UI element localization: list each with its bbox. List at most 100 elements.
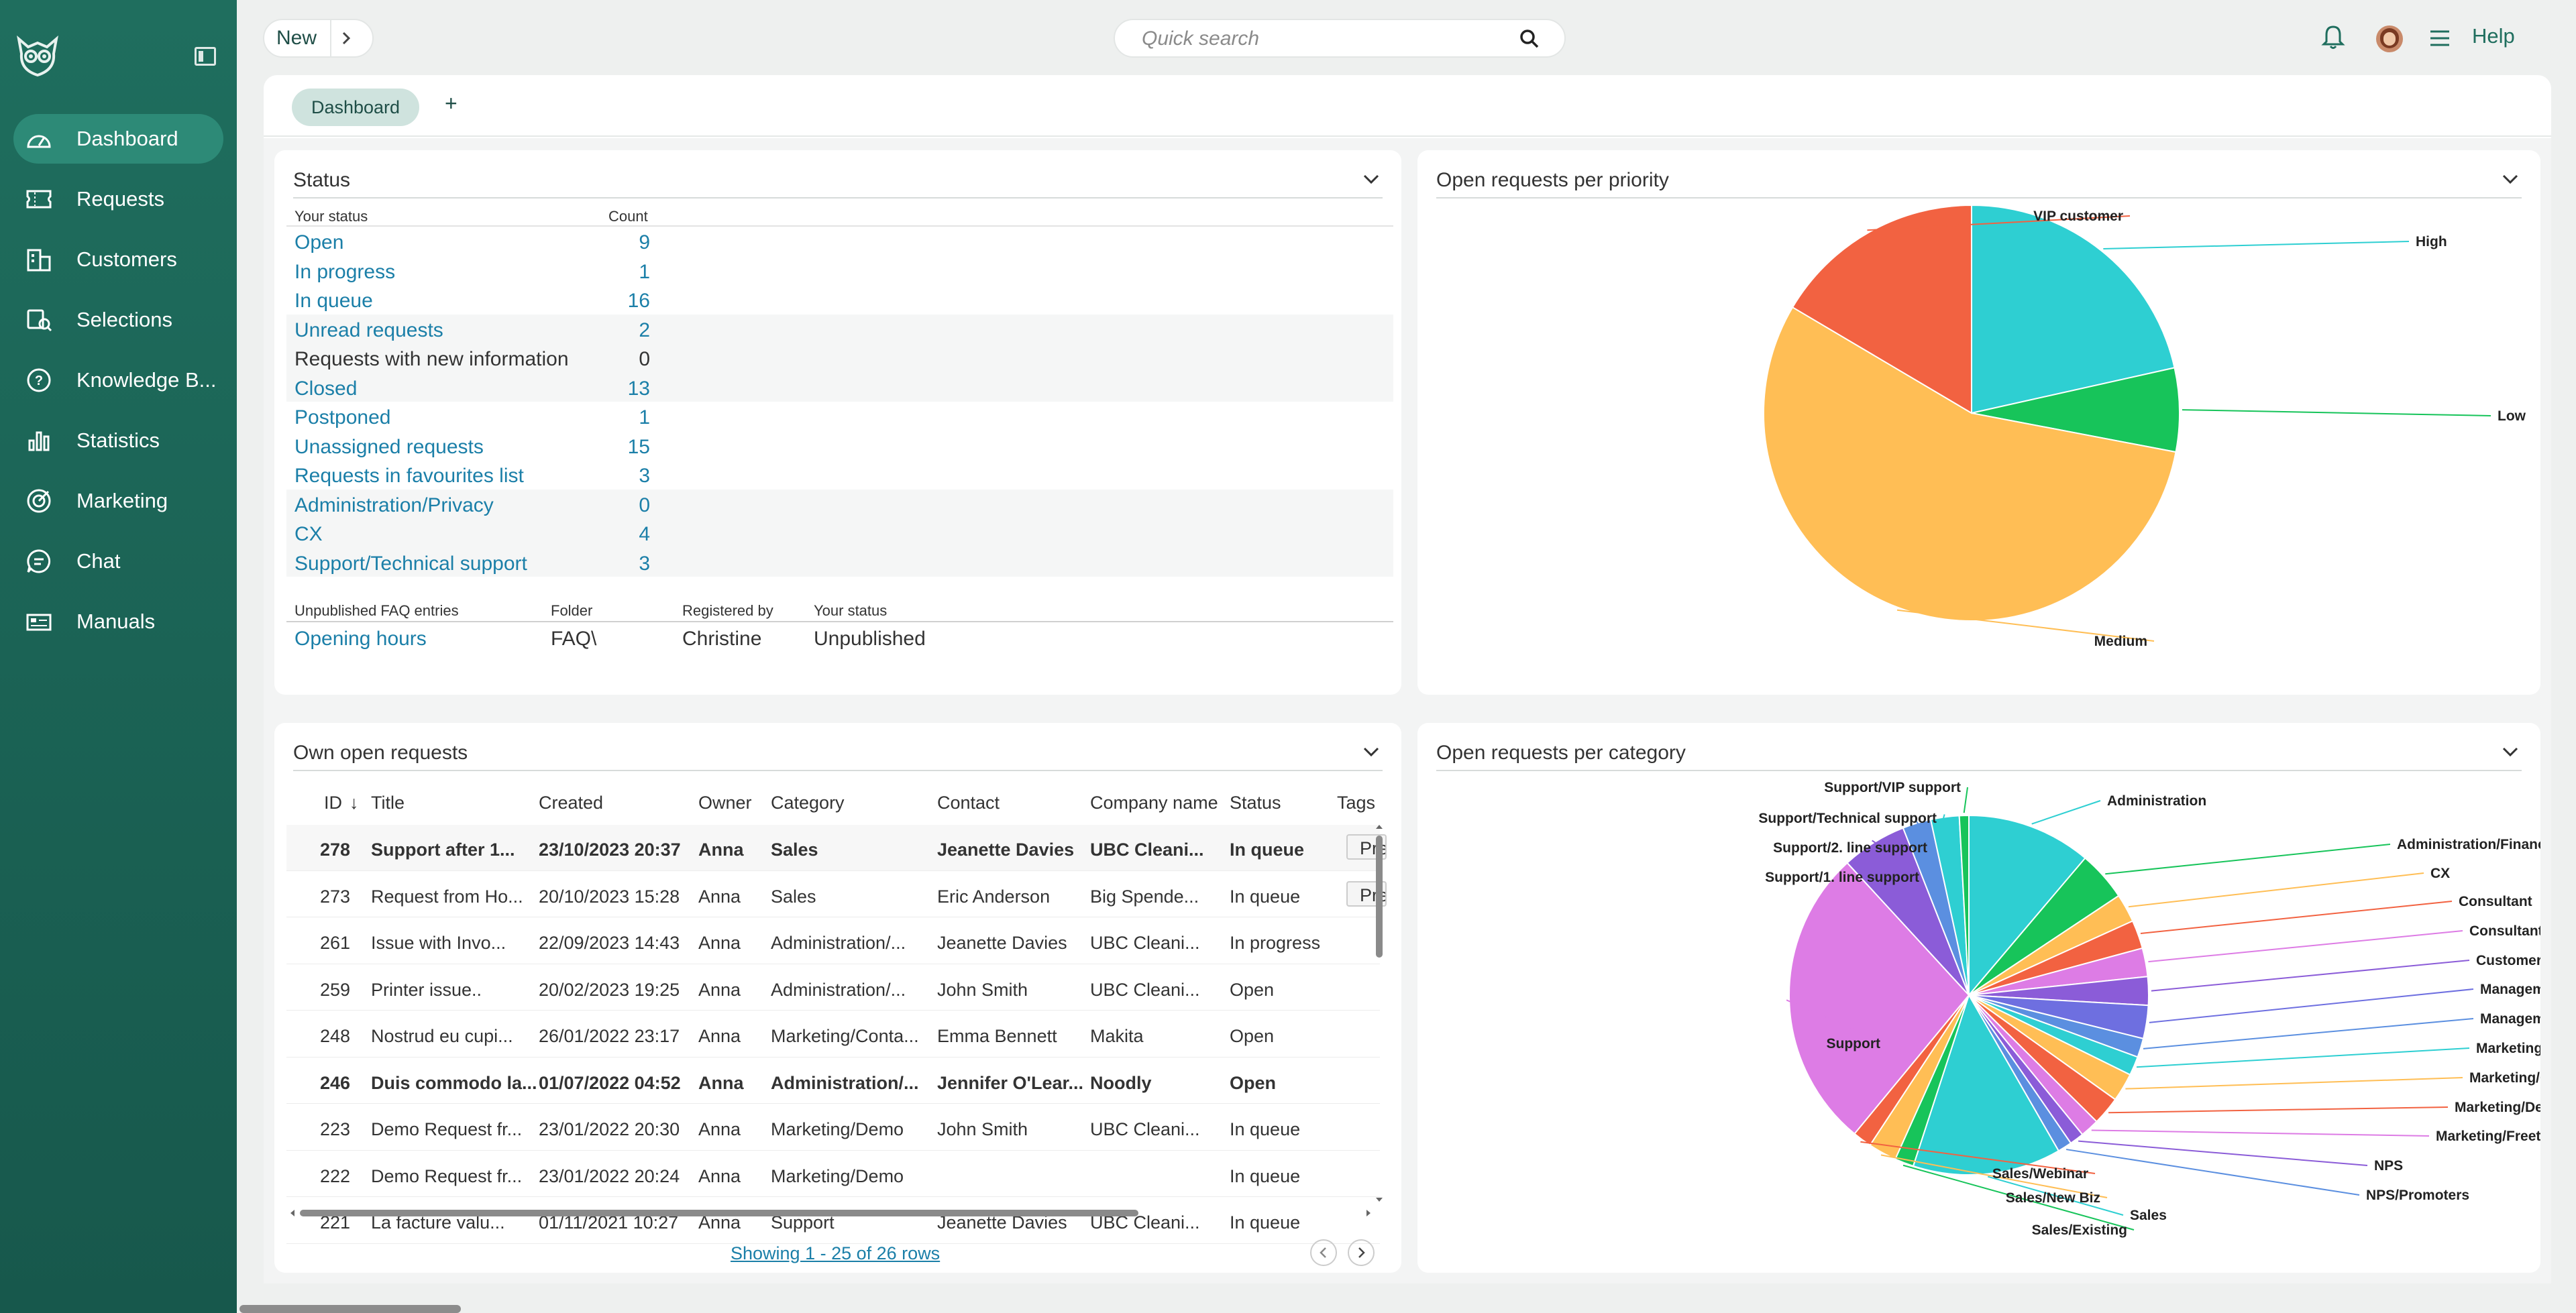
table-row[interactable]: 261 Issue with Invo... 22/09/2023 14:43 Ann…: [286, 918, 1380, 964]
pie-slice-low[interactable]: [1971, 367, 2180, 453]
pie-slice-support[interactable]: [1788, 862, 1970, 1135]
scroll-down-icon[interactable]: [1375, 1195, 1384, 1204]
quick-search[interactable]: [1114, 19, 1566, 58]
status-label[interactable]: Unread requests: [294, 319, 443, 341]
sidebar-item-customers[interactable]: Customers: [13, 235, 223, 284]
new-button[interactable]: New: [263, 19, 374, 58]
status-label[interactable]: In progress: [294, 260, 396, 283]
question-icon: ?: [24, 365, 54, 395]
table-row[interactable]: 221 La facture valu... 01/11/2021 10:27 Ann…: [286, 1198, 1380, 1244]
status-row-administration-privacy[interactable]: Administration/Privacy 0: [286, 489, 1393, 518]
sidebar-item-knowledge-base[interactable]: ? Knowledge B...: [13, 355, 223, 405]
status-count[interactable]: 3: [639, 465, 650, 487]
table-row[interactable]: 278 Support after 1... 23/10/2023 20:37 Ann…: [286, 825, 1387, 871]
status-count[interactable]: 3: [639, 552, 650, 575]
pie-slice-support-vip-support[interactable]: [1958, 814, 1970, 996]
page-horizontal-scrollbar[interactable]: [239, 1305, 461, 1313]
scroll-up-icon[interactable]: [1375, 822, 1384, 832]
pie-slice-administration[interactable]: [1968, 814, 2086, 997]
status-count[interactable]: 0: [639, 494, 650, 516]
status-count[interactable]: 1: [639, 406, 650, 429]
chevron-down-icon[interactable]: [1362, 746, 1380, 758]
sort-desc-icon[interactable]: ↓: [350, 793, 359, 813]
status-row-unread[interactable]: Unread requests 2: [286, 314, 1393, 343]
table-vertical-scrollbar[interactable]: [1375, 822, 1384, 1204]
status-count[interactable]: 1: [639, 260, 650, 283]
sidebar-item-statistics[interactable]: Statistics: [13, 416, 223, 465]
prev-page-button[interactable]: [1310, 1239, 1337, 1266]
col-category[interactable]: Category: [771, 793, 845, 813]
sidebar-item-requests[interactable]: Requests: [13, 174, 223, 224]
status-label[interactable]: Open: [294, 231, 344, 253]
col-status[interactable]: Status: [1230, 793, 1281, 813]
table-horizontal-scrollbar[interactable]: [288, 1208, 1375, 1218]
status-row-cx[interactable]: CX 4: [286, 518, 1393, 548]
status-label[interactable]: Administration/Privacy: [294, 494, 494, 516]
pie-slice-sales[interactable]: [1912, 993, 2060, 1176]
menu-icon[interactable]: [2428, 28, 2451, 48]
bell-icon[interactable]: [2321, 24, 2345, 51]
search-input[interactable]: [1142, 27, 1504, 51]
sidebar-item-selections[interactable]: Selections: [13, 295, 223, 345]
status-label[interactable]: Closed: [294, 377, 358, 400]
pie-slice-medium[interactable]: [1763, 306, 2177, 622]
chevron-down-icon[interactable]: [2502, 746, 2519, 758]
pie-slice-high[interactable]: [1971, 204, 2176, 414]
table-row[interactable]: 259 Printer issue.. 20/02/2023 19:25 Anna Ad…: [286, 965, 1380, 1011]
next-page-button[interactable]: [1348, 1239, 1375, 1266]
col-company-name[interactable]: Company name: [1090, 793, 1218, 813]
status-row-in-queue[interactable]: In queue 16: [286, 285, 1393, 315]
chevron-down-icon[interactable]: [1362, 173, 1380, 185]
table-row[interactable]: 273 Request from Ho... 20/10/2023 15:28 Ann…: [286, 872, 1387, 917]
sidebar-item-chat[interactable]: Chat: [13, 536, 223, 586]
status-label[interactable]: Postponed: [294, 406, 391, 429]
sidebar-item-marketing[interactable]: Marketing: [13, 476, 223, 526]
scroll-left-icon[interactable]: [288, 1208, 297, 1218]
help-link[interactable]: Help: [2472, 24, 2515, 48]
status-row-favourites[interactable]: Requests in favourites list 3: [286, 460, 1393, 490]
table-row[interactable]: 222 Demo Request fr... 23/01/2022 20:24 Ann…: [286, 1151, 1380, 1197]
status-row-technical-support[interactable]: Support/Technical support 3: [286, 547, 1393, 577]
col-title[interactable]: Title: [371, 793, 405, 813]
sidebar-item-manuals[interactable]: Manuals: [13, 597, 223, 646]
table-row[interactable]: 246 Duis commodo la... 01/07/2022 04:52 Ann…: [286, 1058, 1380, 1104]
search-icon[interactable]: [1519, 28, 1540, 50]
col-contact[interactable]: Contact: [937, 793, 1000, 813]
status-label[interactable]: Support/Technical support: [294, 552, 527, 575]
status-row-open[interactable]: Open 9: [286, 227, 1393, 256]
col-created[interactable]: Created: [539, 793, 604, 813]
pagination-info[interactable]: Showing 1 - 25 of 26 rows: [731, 1243, 941, 1263]
col-tags[interactable]: Tags: [1337, 793, 1376, 813]
table-row[interactable]: 248 Nostrud eu cupi... 26/01/2022 23:17 Ann…: [286, 1011, 1380, 1058]
sidebar-item-dashboard[interactable]: Dashboard: [13, 114, 223, 164]
status-label[interactable]: Requests in favourites list: [294, 465, 524, 487]
status-label[interactable]: Unassigned requests: [294, 435, 484, 458]
status-row-postponed[interactable]: Postponed 1: [286, 402, 1393, 431]
avatar[interactable]: [2376, 25, 2403, 52]
scrollbar-thumb[interactable]: [1376, 836, 1383, 958]
status-label[interactable]: CX: [294, 523, 323, 545]
status-count[interactable]: 13: [627, 377, 650, 400]
status-row-closed[interactable]: Closed 13: [286, 372, 1393, 402]
chevron-right-icon[interactable]: [339, 30, 353, 46]
owl-logo-icon[interactable]: [13, 34, 62, 79]
add-tab-button[interactable]: +: [445, 91, 458, 115]
status-count[interactable]: 15: [627, 435, 650, 458]
col-id[interactable]: ID: [324, 793, 342, 813]
status-count[interactable]: 16: [627, 290, 650, 312]
col-owner[interactable]: Owner: [698, 793, 752, 813]
tab-dashboard[interactable]: Dashboard: [292, 89, 419, 126]
status-row-unassigned[interactable]: Unassigned requests 15: [286, 431, 1393, 461]
scroll-right-icon[interactable]: [1364, 1208, 1373, 1218]
status-count[interactable]: 2: [639, 319, 650, 341]
faq-entry-link[interactable]: Opening hours: [294, 628, 427, 650]
status-count[interactable]: 9: [639, 231, 650, 253]
status-label[interactable]: In queue: [294, 290, 373, 312]
status-row-in-progress[interactable]: In progress 1: [286, 256, 1393, 286]
status-count[interactable]: 4: [639, 523, 650, 545]
pie-slice-vip-customer[interactable]: [1791, 204, 1972, 414]
scrollbar-thumb[interactable]: [300, 1210, 1138, 1216]
collapse-sidebar-icon[interactable]: [195, 47, 216, 66]
table-row[interactable]: 223 Demo Request fr... 23/01/2022 20:30 Ann…: [286, 1104, 1380, 1151]
chevron-down-icon[interactable]: [2502, 173, 2519, 185]
